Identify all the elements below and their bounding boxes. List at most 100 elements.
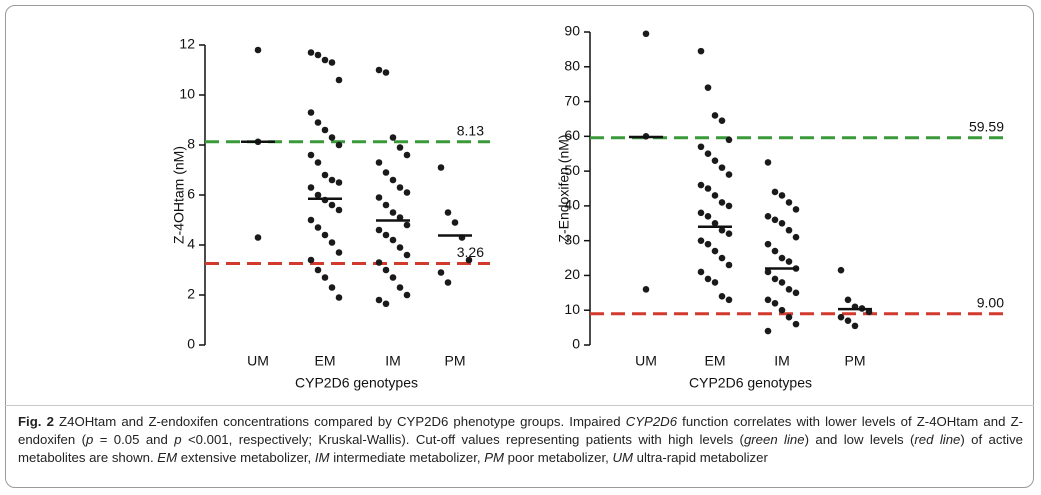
data-point <box>328 284 336 291</box>
data-point <box>837 266 845 274</box>
data-point <box>851 322 859 330</box>
data-point <box>837 313 845 321</box>
data-point <box>307 49 315 56</box>
y-tick-label: 0 <box>187 336 195 352</box>
data-point <box>321 274 329 281</box>
data-point <box>764 240 772 248</box>
x-tick-label: UM <box>247 353 269 369</box>
y-tick-label: 60 <box>564 127 580 143</box>
cutoff-label: 59.59 <box>969 118 1004 134</box>
chart: 0 2 4 6 8 10 12 Z-4OHtam (nM) CYP2D6 genotypes 8.… <box>171 23 1010 391</box>
data-point <box>778 279 786 286</box>
data-point <box>725 296 733 304</box>
data-point <box>375 66 383 74</box>
cutoff-label: 8.13 <box>457 122 484 138</box>
data-point <box>718 254 726 262</box>
x-axis-label: CYP2D6 genotypes <box>295 375 418 391</box>
data-point <box>764 159 772 166</box>
data-point <box>771 188 779 196</box>
data-point <box>375 194 383 201</box>
data-point <box>382 69 390 76</box>
data-point <box>718 164 726 171</box>
data-point <box>335 141 343 149</box>
data-point <box>307 256 315 264</box>
x-tick-label: UM <box>635 353 657 369</box>
data-point <box>382 201 390 209</box>
data-point <box>375 259 383 266</box>
data-point <box>697 143 705 151</box>
data-point <box>711 279 719 286</box>
data-point <box>465 256 473 264</box>
data-point <box>437 164 445 171</box>
caption-italic: IM <box>314 450 330 465</box>
data-point <box>711 219 719 227</box>
x-tick-label: PM <box>845 353 866 369</box>
data-point <box>771 247 779 255</box>
data-point <box>328 134 336 141</box>
caption-text: intermediate metabolizer, <box>329 450 485 465</box>
data-point <box>403 221 411 229</box>
data-point <box>254 46 262 54</box>
data-point <box>785 286 793 293</box>
data-point <box>335 294 343 301</box>
data-point <box>725 136 733 144</box>
caption-italic: CYP2D6 <box>625 414 678 429</box>
data-point <box>403 251 411 259</box>
caption-italic: p <box>85 432 94 447</box>
data-point <box>389 236 397 244</box>
figure-frame <box>5 5 1034 488</box>
data-point <box>321 126 329 134</box>
caption-italic: EM <box>157 450 178 465</box>
x-tick-label: EM <box>705 353 726 369</box>
data-point <box>704 240 712 248</box>
x-tick-label: IM <box>385 353 401 369</box>
data-point <box>697 209 705 217</box>
data-point <box>785 313 793 321</box>
data-point <box>704 185 712 192</box>
data-point <box>642 30 650 38</box>
data-point <box>307 109 315 116</box>
y-tick-label: 6 <box>187 186 195 202</box>
y-tick-label: 80 <box>564 57 580 73</box>
data-point <box>778 219 786 227</box>
data-point <box>764 296 772 304</box>
y-tick-label: 0 <box>572 336 580 352</box>
y-tick-label: 30 <box>564 231 580 247</box>
data-point <box>444 209 452 216</box>
y-tick-label: 2 <box>187 286 195 302</box>
x-tick-label: EM <box>315 353 336 369</box>
data-point <box>328 239 336 246</box>
data-point <box>314 159 322 166</box>
data-point <box>642 286 650 293</box>
data-point <box>711 157 719 164</box>
caption: Fig. 2 Z4OHtam and Z-endoxifen concentra… <box>18 413 1023 467</box>
x-tick-label: IM <box>774 353 790 369</box>
data-point <box>396 184 404 191</box>
data-point <box>335 206 343 214</box>
data-point <box>389 134 397 141</box>
data-point <box>382 266 390 274</box>
y-tick-label: 4 <box>187 236 195 252</box>
data-point <box>375 226 383 234</box>
data-point <box>718 199 726 206</box>
data-point <box>778 192 786 199</box>
data-point <box>307 216 315 224</box>
data-point <box>403 151 411 159</box>
y-axis-label: Z-Endoxifen (nM) <box>556 134 572 242</box>
data-point <box>792 233 800 241</box>
data-point <box>844 317 852 324</box>
y-axis-label: Z-4OHtam (nM) <box>171 146 187 244</box>
cutoff-label: 9.00 <box>977 294 1004 310</box>
y-tick-label: 20 <box>564 266 580 282</box>
data-point <box>444 279 452 286</box>
data-point <box>389 274 397 281</box>
data-point <box>771 299 779 307</box>
separator <box>5 405 1034 406</box>
y-tick-label: 8 <box>187 136 195 152</box>
data-point <box>711 192 719 199</box>
data-point <box>307 151 315 159</box>
data-point <box>704 213 712 220</box>
data-point <box>764 268 772 276</box>
data-point <box>382 169 390 176</box>
